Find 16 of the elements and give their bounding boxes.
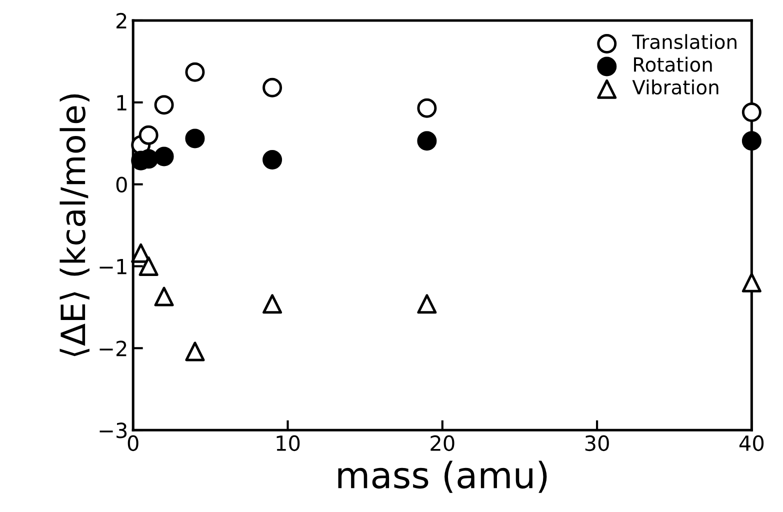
x-tick-label: 0 xyxy=(128,435,138,452)
y-tick-label: −3 xyxy=(100,422,127,438)
x-tick-label: 30 xyxy=(585,435,609,452)
y-tick-label: −2 xyxy=(100,340,126,356)
y-tick-label: 2 xyxy=(116,12,126,28)
legend-label: Translation xyxy=(632,34,736,50)
y-tick-label: 1 xyxy=(117,95,126,110)
x-axis-title: mass (amu) xyxy=(338,460,547,493)
legend-label: Rotation xyxy=(634,56,712,72)
x-tick-label: 40 xyxy=(739,435,764,452)
y-tick-label: −1 xyxy=(100,258,126,274)
y-tick-label: 0 xyxy=(116,176,127,193)
x-tick-label: 20 xyxy=(430,435,454,452)
y-axis-title: ⟨ΔE⟩ (kcal/mole) xyxy=(60,94,90,356)
legend-label: Vibration xyxy=(632,80,718,95)
x-tick-label: 10 xyxy=(276,435,300,452)
